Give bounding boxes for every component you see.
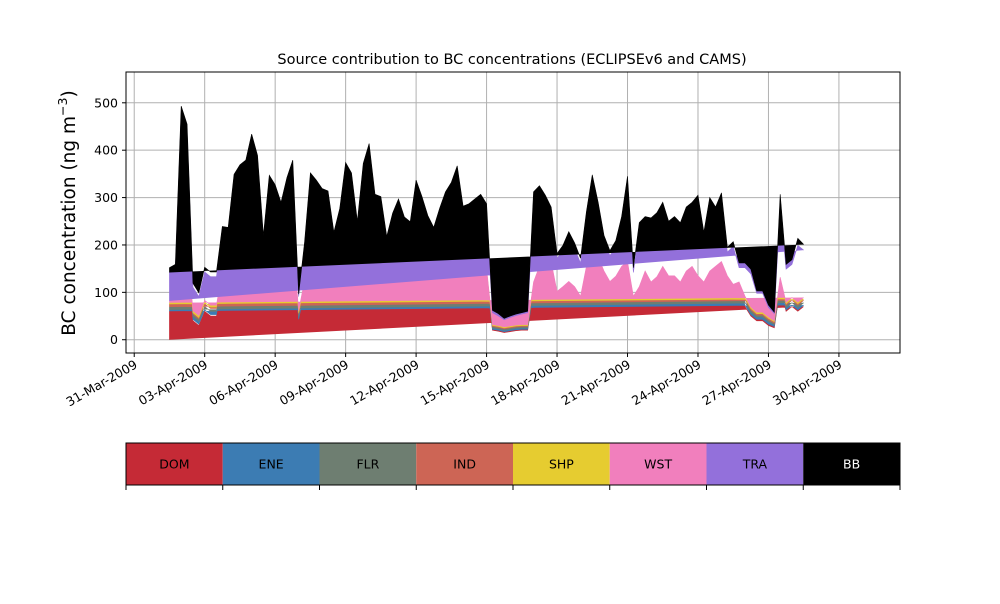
x-tick-label: 03-Apr-2009 [136,357,210,409]
legend-swatch-ene [222,443,320,485]
y-axis-label: BC concentration (ng m−3) [55,90,80,335]
legend-swatch-ind [416,443,513,485]
y-tick-label: 500 [94,95,118,110]
x-tick-label: 06-Apr-2009 [206,357,280,409]
x-tick-label: 12-Apr-2009 [347,357,421,409]
legend-label-shp: SHP [549,457,574,472]
chart-title: Source contribution to BC concentrations… [277,52,746,68]
area-series-bb [169,106,804,319]
y-axis-label-close: ) [59,90,80,97]
y-tick-label: 300 [94,190,118,205]
legend-label-flr: FLR [356,457,379,472]
legend-swatch-shp [513,443,610,485]
legend-swatch-wst [609,443,707,485]
legend-label-tra: TRA [742,457,768,472]
y-tick-label: 400 [94,143,118,158]
x-tick-label: 24-Apr-2009 [629,357,703,409]
legend-swatch-dom [126,443,223,485]
x-tick-label: 21-Apr-2009 [559,357,633,409]
x-tick-label: 31-Mar-2009 [63,357,139,410]
legend-colorbar: DOM ENE FLR IND SHP WST TRA BB [125,442,901,490]
plot-frame [125,71,901,354]
legend-swatch-bb [803,443,900,485]
legend-label-wst: WST [644,457,672,472]
legend-label-dom: DOM [159,457,189,472]
x-tick-label: 18-Apr-2009 [488,357,562,409]
x-tick-label: 09-Apr-2009 [277,357,351,409]
x-tick-label: 15-Apr-2009 [418,357,492,409]
x-tick-label: 27-Apr-2009 [700,357,774,409]
y-tick-label: 200 [94,237,118,252]
legend-label-ene: ENE [259,457,284,472]
y-tick-label: 0 [110,332,118,347]
legend-label-bb: BB [843,457,860,472]
x-tick-label: 30-Apr-2009 [770,357,844,409]
y-axis-label-superscript: −3 [55,98,70,116]
legend-swatch-tra [706,443,804,485]
legend-label-ind: IND [453,457,476,472]
stacked-areas [169,106,804,340]
y-tick-label: 100 [94,285,118,300]
legend-swatch-flr [319,443,417,485]
